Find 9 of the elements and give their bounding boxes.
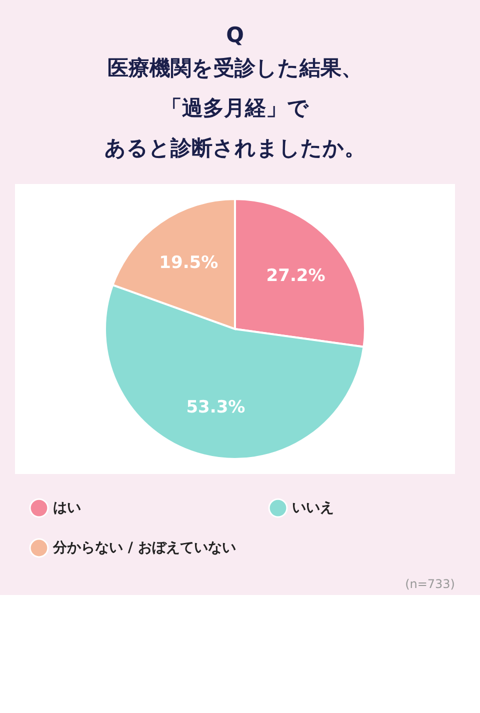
legend-label: いいえ: [292, 500, 334, 516]
legend-label: はい: [53, 500, 81, 516]
data-label: 27.2%: [266, 266, 326, 286]
chart-title: Q: [226, 23, 244, 47]
legend-label: 分からない / おぼえていない: [52, 540, 236, 556]
text: (n=733): [405, 577, 455, 591]
data-label: 19.5%: [159, 253, 218, 274]
chart-subtitle: 医療機関を受診した結果、「過多月経」であると診断されましたか。: [104, 56, 366, 160]
data-label: 53.3%: [186, 397, 246, 418]
